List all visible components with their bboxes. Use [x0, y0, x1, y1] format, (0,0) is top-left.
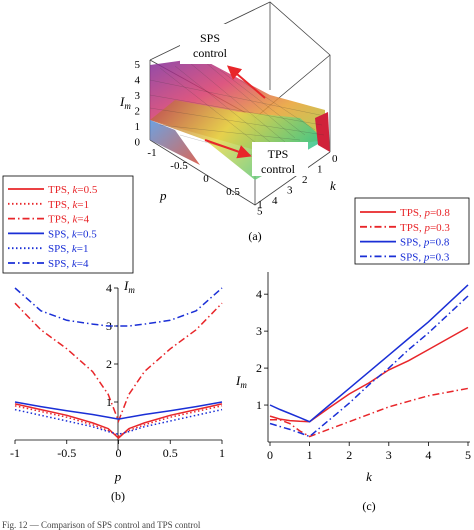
panel-c-x-tick-label: 3	[386, 448, 392, 462]
panel-b-series-line	[14, 405, 223, 438]
panel-c-y-tick-label: 4	[256, 287, 262, 301]
panel-b-x-tick-label: -1	[10, 446, 20, 460]
panel-c-series-line	[269, 284, 469, 423]
legend-c-entry: SPS, p=0.8	[360, 237, 450, 249]
panel-c-y-tick-label: 2	[256, 361, 262, 375]
panel-c-x-tick-label: 1	[307, 448, 313, 462]
panel-a-p-tick-label: -1	[147, 147, 156, 159]
panel-a-z-tick-label: 5	[135, 59, 141, 71]
legend-b: TPS, k=0.5 TPS, k=1 TPS, k=4 SPS, k=0.5 SPS,…	[2, 175, 134, 274]
panel-c-x-tick-label: 2	[346, 448, 352, 462]
legend-b-label: TPS, k=1	[48, 199, 89, 211]
panel-a-caption: (a)	[248, 229, 261, 243]
panel-b-y-tick-label: 2	[106, 357, 112, 371]
panel-b-series-line	[14, 302, 223, 424]
panel-a-p-tick-label: 1	[257, 199, 263, 211]
legend-b-entry: TPS, k=4	[8, 214, 90, 226]
panel-b-x-tick-label: -0.5	[57, 446, 76, 460]
panel-a-klabel: k	[330, 178, 336, 193]
panel-b-y-tick-label: 4	[106, 281, 112, 295]
panel-a-z-tick-label: 0	[135, 137, 141, 149]
panel-a-k-tick-label: 5	[257, 206, 263, 218]
panel-b-series-line	[14, 401, 223, 420]
legend-b-label: SPS, k=1	[48, 243, 88, 255]
panel-b-xlabel: p	[114, 469, 122, 484]
legend-c-entry: TPS, p=0.3	[360, 222, 450, 234]
legend-c-label: TPS, p=0.3	[400, 222, 450, 234]
panel-a-z-tick-label: 1	[135, 121, 141, 133]
panel-c-x-tick-label: 5	[465, 448, 471, 462]
panel-c-ylabel: Im	[235, 373, 247, 390]
sps-annotation-line1: SPS	[200, 31, 220, 45]
legend-b-entry: SPS, k=0.5	[8, 228, 97, 240]
panel-a-p-tick-label: 0	[203, 173, 209, 185]
panel-b-series-line	[14, 408, 223, 436]
legend-b-label: TPS, k=4	[48, 214, 90, 226]
legend-b-label: SPS, k=0.5	[48, 228, 97, 240]
legend-b-entry: SPS, k=4	[8, 258, 89, 270]
panel-a-zlabel: Im	[119, 94, 131, 111]
panel-a-z-tick-label: 2	[135, 106, 141, 118]
legend-c: TPS, p=0.8 TPS, p=0.3 SPS, p=0.8 SPS, p=0.3	[354, 197, 470, 265]
panel-a-p-ticks: -1 -0.5 0 0.5 1	[147, 147, 262, 211]
panel-c-y-tick-label: 3	[256, 324, 262, 338]
panel-a-z-tick-label: 4	[135, 75, 141, 87]
panel-b-x-tick-label: 1	[219, 446, 225, 460]
panel-a-p-tick-label: -0.5	[170, 160, 188, 172]
legend-b-entry: TPS, k=0.5	[8, 184, 98, 196]
panel-b-series-line	[14, 287, 223, 327]
panel-a-k-tick-label: 3	[287, 185, 293, 197]
panel-b-x-tick-label: 0.5	[163, 446, 178, 460]
panel-c-y-tick-label: 1	[256, 398, 262, 412]
legend-b-entry: SPS, k=1	[8, 243, 88, 255]
panel-c-x-tick-label: 4	[425, 448, 431, 462]
panel-c-series-line	[270, 387, 469, 438]
tps-annotation-bg	[252, 142, 308, 176]
panel-b-series-line	[14, 403, 223, 440]
panel-a-z-ticks: 5 4 3 2 1 0	[135, 59, 141, 149]
legend-c-entry: TPS, p=0.8	[360, 207, 450, 219]
legend-c-label: SPS, p=0.3	[400, 251, 450, 263]
panel-a-p-tick-label: 0.5	[226, 186, 240, 198]
panel-c-series-line	[269, 295, 469, 438]
legend-c-label: SPS, p=0.8	[400, 237, 450, 249]
panel-c-caption: (c)	[362, 499, 375, 513]
surface-right	[315, 112, 330, 152]
panel-c-xlabel: k	[366, 469, 372, 484]
panel-a-k-tick-label: 4	[272, 195, 278, 207]
tps-annotation-line1: TPS	[268, 147, 289, 161]
panel-b-caption: (b)	[111, 489, 125, 503]
tps-annotation-line2: control	[261, 162, 296, 176]
panel-a-k-tick-label: 1	[317, 164, 323, 176]
panel-b-x-tick-label: 0	[116, 446, 122, 460]
figure-caption-fragment: Fig. 12 — Comparison of SPS control and …	[2, 520, 201, 530]
legend-c-entry: SPS, p=0.3	[360, 251, 450, 263]
panel-a-k-tick-label: 0	[332, 153, 338, 165]
sps-annotation-bg	[180, 24, 238, 64]
panel-a-k-tick-label: 2	[302, 174, 308, 186]
panel-c: 0 1 2 3 4 5 1 2 3 4 Im k (c)	[235, 272, 471, 513]
panel-c-x-tick-label: 0	[267, 448, 273, 462]
sps-arrow	[226, 65, 266, 99]
panel-a-z-tick-label: 3	[135, 90, 141, 102]
sps-annotation-line2: control	[193, 46, 228, 60]
tps-arrow	[204, 139, 252, 159]
surface-mesh	[149, 61, 325, 161]
legend-b-label: SPS, k=4	[48, 258, 89, 270]
panel-b-y-tick-label: 1	[106, 395, 112, 409]
panel-a-plabel: p	[159, 188, 167, 203]
surface-front	[150, 120, 200, 165]
legend-b-entry: TPS, k=1	[8, 199, 89, 211]
legend-c-label: TPS, p=0.8	[400, 207, 450, 219]
panel-b-ylabel: Im	[123, 278, 135, 295]
legend-b-label: TPS, k=0.5	[48, 184, 98, 196]
panel-c-series-line	[269, 326, 469, 423]
